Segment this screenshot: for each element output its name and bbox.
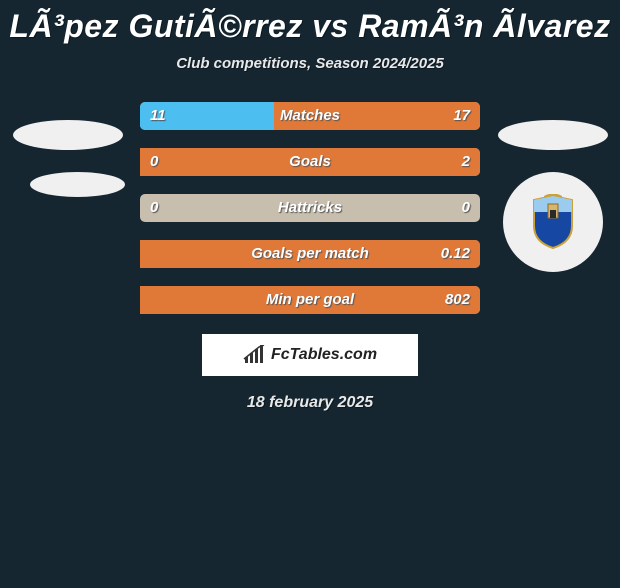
stat-bar: 0.12Goals per match <box>140 240 480 268</box>
footer-badge: FcTables.com <box>202 334 418 376</box>
stat-bar: 02Goals <box>140 148 480 176</box>
bar-label: Goals per match <box>140 240 480 268</box>
bar-label: Min per goal <box>140 286 480 314</box>
right-club-crest <box>503 172 603 272</box>
stat-bar: 1117Matches <box>140 102 480 130</box>
footer-text: FcTables.com <box>271 346 377 364</box>
bar-label: Hattricks <box>140 194 480 222</box>
chart-icon <box>243 345 265 365</box>
date-label: 18 february 2025 <box>0 394 620 412</box>
stat-bar: 802Min per goal <box>140 286 480 314</box>
left-player-avatar-placeholder <box>13 120 123 150</box>
left-club-crest-placeholder <box>30 172 125 197</box>
right-player-column <box>495 120 610 272</box>
bar-label: Goals <box>140 148 480 176</box>
left-player-column <box>10 120 125 219</box>
stat-bar: 00Hattricks <box>140 194 480 222</box>
page-title: LÃ³pez GutiÃ©rrez vs RamÃ³n Ãlvarez <box>0 8 620 45</box>
bar-label: Matches <box>140 102 480 130</box>
club-crest-icon <box>530 194 576 250</box>
subtitle: Club competitions, Season 2024/2025 <box>0 55 620 72</box>
right-player-avatar-placeholder <box>498 120 608 150</box>
